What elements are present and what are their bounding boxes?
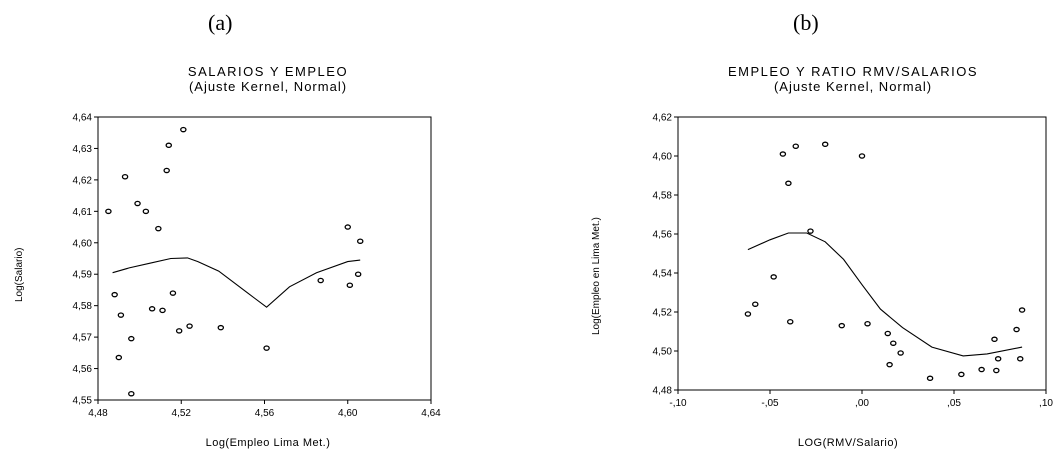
chart-b-data-point (779, 151, 787, 157)
chart-a-x-tick-label: 4,52 (172, 408, 192, 419)
chart-b-data-point (1018, 307, 1026, 313)
chart-a-data-point (165, 142, 173, 149)
chart-b-x-tick-label: ,10 (1039, 398, 1053, 409)
chart-a-data-point (115, 354, 123, 361)
chart-a-data-point (180, 126, 187, 133)
chart-b-y-tick-label: 4,52 (653, 308, 673, 319)
chart-b-y-tick-label: 4,50 (653, 347, 673, 358)
chart-a-subtitle: (Ajuste Kernel, Normal) (188, 79, 348, 94)
chart-b-data-point (926, 375, 934, 382)
chart-a-kernel-fit-line (112, 257, 361, 308)
chart-a-data-point (128, 390, 135, 397)
chart-a-data-point (148, 306, 156, 312)
panel-label-a: (a) (208, 10, 233, 35)
chart-a-y-tick-label: 4,62 (73, 175, 93, 186)
chart-b-data-point (838, 322, 846, 329)
chart-a-x-tick-label: 4,60 (338, 408, 358, 419)
chart-a-y-tick-label: 4,64 (73, 113, 93, 124)
chart-a-data-point (117, 312, 125, 318)
chart-a-data-point (142, 208, 150, 215)
chart-a-y-tick-label: 4,60 (73, 238, 93, 249)
chart-a-plot-frame (97, 116, 432, 401)
chart-a-data-point (344, 224, 351, 230)
chart-a-y-tick-label: 4,55 (73, 396, 93, 407)
chart-a-x-tick-label: 4,64 (421, 408, 441, 419)
chart-b-data-point (958, 371, 965, 378)
chart-a-x-tick-label: 4,48 (88, 408, 108, 419)
chart-b-data-point (864, 320, 871, 327)
chart-b-y-tick-label: 4,60 (653, 152, 673, 163)
chart-b-y-tick-label: 4,54 (653, 269, 673, 280)
chart-a-y-tick-label: 4,56 (73, 364, 93, 375)
chart-a-data-point (111, 291, 118, 298)
chart-b-data-point (993, 367, 1000, 374)
chart-a-data-point (169, 290, 177, 296)
chart-a-data-point (121, 173, 129, 180)
chart-b-title: EMPLEO Y RATIO RMV/SALARIOS (727, 64, 978, 79)
chart-b-data-point (978, 366, 985, 373)
chart-a-data-point (105, 208, 112, 215)
chart-a-title: SALARIOS Y EMPLEO (187, 64, 349, 79)
chart-b-data-point (884, 330, 892, 337)
chart-a-data-point (354, 271, 362, 277)
chart-b-data-point (786, 318, 794, 325)
chart-a-data-point (128, 335, 135, 342)
chart-a-data-point (356, 238, 364, 244)
chart-b-data-point (991, 336, 998, 343)
chart-b-data-point (821, 141, 829, 148)
chart-b-kernel-fit-line (747, 232, 1023, 357)
chart-a-data-point (155, 225, 162, 232)
chart-b-x-tick-label: -,05 (761, 398, 779, 409)
chart-a-data-point (159, 307, 166, 314)
chart-b-data-point (994, 356, 1002, 362)
chart-b-y-tick-label: 4,56 (653, 230, 673, 241)
chart-b-data-point (807, 228, 814, 234)
chart-a-data-point (186, 323, 193, 329)
chart-b-data-point (792, 143, 800, 149)
chart-a-data-point (217, 324, 225, 331)
chart-a-data-point (263, 345, 270, 351)
chart-a-data-point (134, 200, 141, 207)
chart-b-data-point (1016, 356, 1024, 362)
chart-b-y-tick-label: 4,58 (653, 191, 673, 202)
chart-a-data-point (346, 282, 354, 288)
chart-a-y-tick-label: 4,63 (73, 144, 93, 155)
chart-a-y-tick-label: 4,57 (73, 333, 93, 344)
chart-b-data-point (752, 301, 759, 307)
chart-a-data-point (175, 328, 183, 334)
chart-b-data-point (886, 361, 893, 368)
chart-b-data-point (890, 340, 897, 346)
chart-b-data-point (897, 350, 904, 356)
chart-b-y-tick-label: 4,62 (653, 113, 673, 124)
chart-b-data-point (1013, 326, 1020, 333)
chart-b-data-point (770, 274, 777, 280)
chart-a-data-point (317, 277, 324, 284)
chart-b-subtitle: (Ajuste Kernel, Normal) (773, 79, 933, 94)
chart-b-x-tick-label: ,05 (947, 398, 961, 409)
chart-a-y-tick-label: 4,58 (73, 301, 93, 312)
chart-a-y-tick-label: 4,61 (73, 207, 93, 218)
panel-label-b: (b) (793, 10, 819, 35)
chart-a-x-tick-label: 4,56 (255, 408, 275, 419)
chart-a-x-axis-label: Log(Empleo Lima Met.) (205, 437, 331, 449)
chart-b-x-tick-label: ,00 (855, 398, 869, 409)
chart-a-data-point (163, 167, 170, 174)
chart-b-x-axis-label: LOG(RMV/Salario) (797, 437, 899, 449)
chart-b-data-point (858, 153, 866, 159)
chart-b-y-tick-label: 4,48 (653, 386, 673, 397)
chart-a-y-tick-label: 4,59 (73, 270, 93, 281)
chart-b-x-tick-label: -,10 (669, 398, 687, 409)
chart-b-data-point (785, 180, 792, 187)
chart-b-data-point (744, 311, 752, 317)
